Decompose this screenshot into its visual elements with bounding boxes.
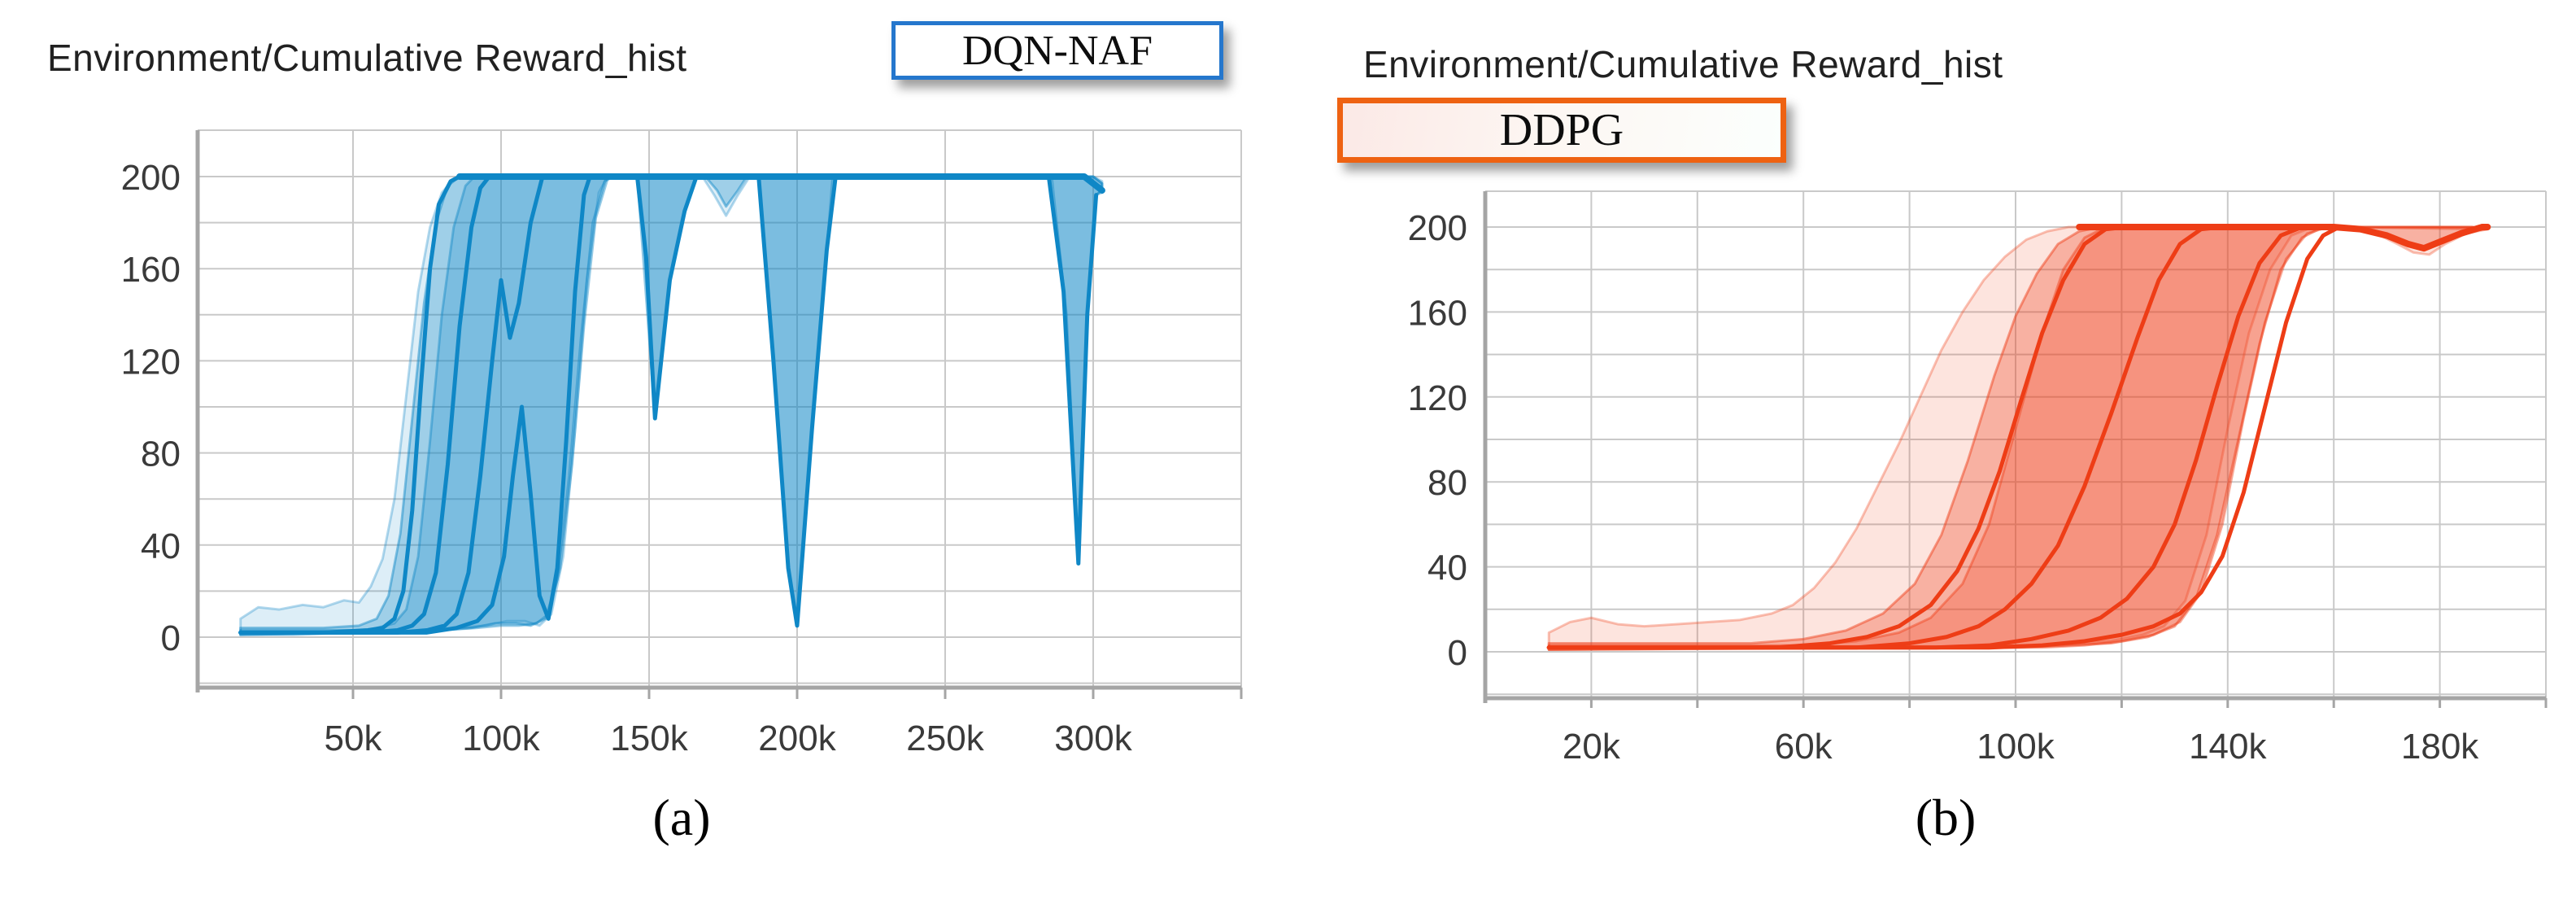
chart-a-line-dip-2-edge	[756, 174, 838, 628]
chart-a-y-tick-label: 40	[141, 526, 181, 566]
chart-a-bands	[239, 175, 1104, 636]
chart-a-x-tick-label: 200k	[758, 719, 836, 758]
chart-a-line-dip-3-edge	[1046, 174, 1099, 566]
chart-a-lines	[238, 173, 1105, 635]
chart-b-y-tick-label: 200	[1408, 208, 1467, 248]
chart-b-line-run-4	[1546, 225, 2342, 650]
chart-b-x-tick-label: 180k	[2401, 727, 2479, 767]
chart-a-grid	[198, 129, 1242, 688]
chart-b-line-run-3	[1546, 225, 2304, 650]
legend-chip-ddpg: DDPG	[1337, 98, 1786, 163]
chart-a-y-tick-label: 200	[121, 158, 181, 198]
chart-b-y-tick-label: 160	[1408, 293, 1467, 333]
chart-a-y-tick-label: 0	[161, 618, 181, 658]
chart-b-tick-labels: 20k 60k 100k 140k 180k 0 40 80 120 160 200	[1408, 208, 2480, 767]
chart-a-y-tick-label: 160	[121, 250, 181, 290]
chart-a-x-tick-label: 50k	[325, 719, 383, 758]
caption-b: (b)	[1915, 788, 1977, 846]
chart-a-x-tick-label: 250k	[906, 719, 984, 758]
caption-a: (a)	[652, 788, 711, 846]
chart-a-y-tick-label: 120	[121, 342, 181, 382]
chart-b-lines	[1546, 224, 2491, 650]
chart-b-line-run-2	[1546, 225, 2225, 650]
chart-b-x-tick-label: 140k	[2189, 727, 2267, 767]
legend-chip-dqn-naf: DQN-NAF	[891, 21, 1223, 80]
chart-a-axes	[195, 130, 1243, 699]
chart-b: 20k 60k 100k 140k 180k 0 40 80 120 160 200	[1408, 190, 2548, 767]
chart-b-x-tick-label: 60k	[1775, 727, 1833, 767]
chart-b-y-tick-label: 0	[1448, 633, 1467, 673]
chart-a-y-tick-label: 80	[141, 435, 181, 474]
chart-b-line-run-1	[1546, 225, 2129, 650]
chart-a-x-tick-label: 300k	[1054, 719, 1132, 758]
chart-b-y-tick-label: 40	[1427, 548, 1467, 588]
chart-b-line-top-plateau	[2076, 224, 2491, 252]
chart-a-line-dip-1-edge	[634, 174, 699, 421]
legend-chip-dqn-naf-label: DQN-NAF	[962, 27, 1153, 74]
chart-a-band-dark	[239, 175, 1104, 636]
chart-b-y-tick-label: 80	[1427, 463, 1467, 503]
legend-chip-ddpg-label: DDPG	[1499, 105, 1624, 155]
chart-a-line-run-4	[238, 174, 592, 635]
chart-a-tick-labels: 50k 100k 150k 200k 250k 300k 0 40 80 120 160 200	[121, 158, 1133, 758]
chart-a-line-top-plateau	[456, 173, 1105, 194]
chart-a-title: Environment/Cumulative Reward_hist	[47, 37, 687, 79]
chart-b-x-tick-label: 20k	[1563, 727, 1621, 767]
chart-b-y-tick-label: 120	[1408, 378, 1467, 418]
chart-b-title: Environment/Cumulative Reward_hist	[1363, 43, 2003, 85]
chart-b-axes	[1483, 191, 2548, 708]
chart-a-line-run-3	[238, 174, 545, 635]
chart-a-x-tick-label: 100k	[462, 719, 540, 758]
chart-b-grid	[1485, 190, 2547, 698]
chart-a: 50k 100k 150k 200k 250k 300k 0 40 80 120 160 200	[121, 129, 1243, 758]
chart-b-x-tick-label: 100k	[1977, 727, 2055, 767]
chart-a-x-tick-label: 150k	[610, 719, 688, 758]
chart-b-bands	[1547, 225, 2489, 651]
